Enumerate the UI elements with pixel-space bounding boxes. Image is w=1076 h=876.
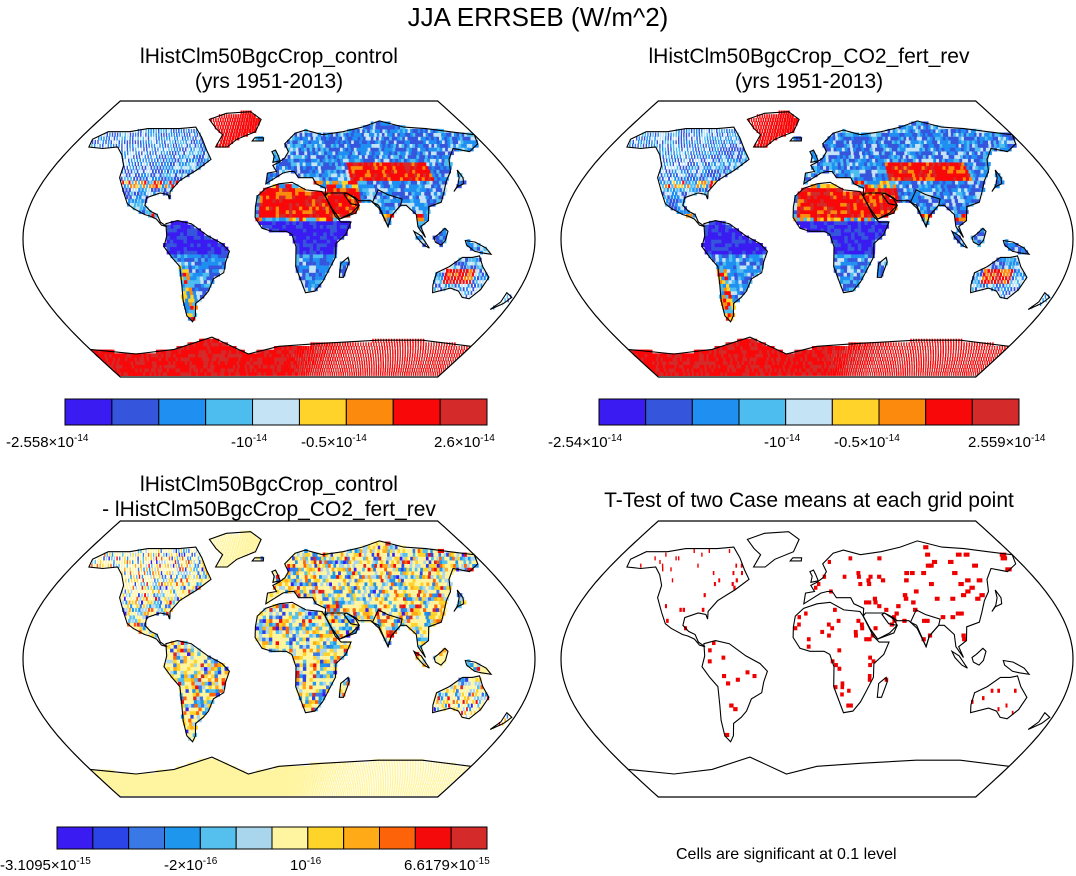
colorbar-control <box>64 398 488 426</box>
colorbar-swatch <box>271 826 309 850</box>
colorbar-swatch <box>645 398 693 426</box>
colorbar-swatch <box>925 398 973 426</box>
panel-title-line: (yrs 1951-2013) <box>194 70 344 93</box>
colorbar-swatch <box>450 826 488 850</box>
map-cells <box>90 530 512 796</box>
colorbar-swatch <box>831 398 880 426</box>
colorbar-swatch <box>785 398 833 426</box>
colorbar-swatch <box>235 826 273 850</box>
colorbar-swatch <box>298 398 347 426</box>
colorbar-swatch <box>158 398 207 426</box>
colorbar-swatch <box>252 398 300 426</box>
colorbar-swatch <box>598 398 647 426</box>
colorbar-label: -10-14 <box>231 433 268 452</box>
colorbar-swatch <box>343 826 380 850</box>
colorbar-label: -2.558×10-14 <box>6 433 89 452</box>
colorbar-swatch <box>92 826 130 850</box>
map-panel-control <box>22 100 536 378</box>
colorbar-swatch <box>205 398 254 426</box>
panel-title-line: lHistClm50BgcCrop_control <box>140 45 398 68</box>
map-panel-difference <box>22 520 536 798</box>
map-panel-ttest <box>560 520 1074 798</box>
colorbar-swatch <box>307 826 345 850</box>
colorbar-swatch <box>199 826 237 850</box>
panel-title-line: - lHistClm50BgcCrop_CO2_fert_rev <box>102 498 436 521</box>
colorbar-swatch <box>691 398 740 426</box>
map-outline <box>22 520 536 798</box>
panel-title-line: (yrs 1951-2013) <box>734 70 884 93</box>
significance-note: Cells are significant at 0.1 level <box>676 846 897 863</box>
colorbar-swatch <box>878 398 927 426</box>
colorbar-swatch <box>379 826 416 850</box>
colorbar-swatch <box>56 826 94 850</box>
colorbar-label: -0.5×10-14 <box>834 433 900 452</box>
map-cells <box>628 110 1050 376</box>
coastlines <box>626 111 1051 355</box>
colorbar-label: -2.54×10-14 <box>548 433 623 452</box>
map-outline <box>22 100 536 378</box>
colorbar-swatch <box>111 398 160 426</box>
panel-title-co2-fert-rev: lHistClm50BgcCrop_CO2_fert_rev (yrs 1951… <box>608 44 1010 94</box>
colorbar-label: -3.1095×10-15 <box>0 856 91 875</box>
panel-title-line: lHistClm50BgcCrop_CO2_fert_rev <box>648 45 970 68</box>
coastlines <box>88 531 513 775</box>
colorbar-label: 2.6×10-14 <box>434 433 495 452</box>
colorbar-label: 10-16 <box>290 856 322 875</box>
colorbar-label: -10-14 <box>764 433 801 452</box>
panel-title-line: lHistClm50BgcCrop_control <box>140 473 398 496</box>
colorbar-swatch <box>128 826 165 850</box>
colorbar-label: -0.5×10-14 <box>301 433 367 452</box>
colorbar-label: -2×10-16 <box>164 856 218 875</box>
panel-title-line: T-Test of two Case means at each grid po… <box>604 489 1014 512</box>
colorbar-swatch <box>971 398 1020 426</box>
coastlines <box>626 531 1051 775</box>
colorbar-label: 2.559×10-14 <box>968 433 1046 452</box>
colorbar-swatch <box>414 826 452 850</box>
map-outline <box>560 100 1074 378</box>
map-cells <box>90 110 512 376</box>
colorbar-swatch <box>64 398 113 426</box>
coastlines <box>88 111 513 355</box>
colorbar-swatch <box>345 398 394 426</box>
colorbar-label: 6.6179×10-15 <box>404 856 490 875</box>
figure-title: JJA ERRSEB (W/m^2) <box>407 2 669 32</box>
colorbar-difference <box>56 826 488 850</box>
colorbar-co2-fert-rev <box>598 398 1020 426</box>
panel-title-control: lHistClm50BgcCrop_control (yrs 1951-2013… <box>68 44 470 94</box>
map-outline <box>560 520 1074 798</box>
map-panel-co2-fert-rev <box>560 100 1074 378</box>
panel-title-difference: lHistClm50BgcCrop_control - lHistClm50Bg… <box>68 472 470 522</box>
panel-title-ttest: T-Test of two Case means at each grid po… <box>548 488 1070 513</box>
colorbar-swatch <box>164 826 201 850</box>
colorbar-swatch <box>392 398 441 426</box>
colorbar-swatch <box>738 398 787 426</box>
colorbar-swatch <box>439 398 488 426</box>
